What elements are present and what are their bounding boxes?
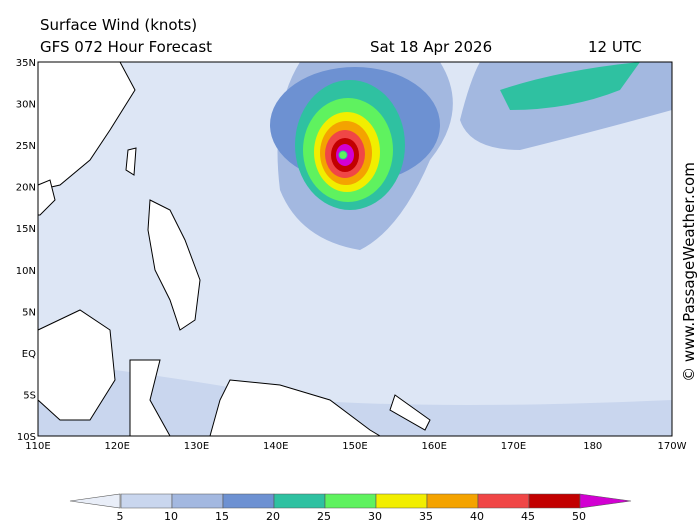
colorbar-swatch [579,493,632,509]
colorbar-label: 20 [266,510,280,523]
lat-label: EQ [22,349,36,360]
lon-label: 110E [25,441,50,452]
colorbar-label: 25 [317,510,331,523]
lon-label: 130E [184,441,209,452]
storm-eye [338,150,348,160]
lat-label: 30N [16,100,36,111]
lat-label: 20N [16,183,36,194]
colorbar-swatch [528,493,581,509]
lat-label: 15N [16,224,36,235]
colorbar-swatch [426,493,479,509]
lon-label: 180 [583,441,602,452]
wind-field [38,360,672,436]
wind-field [500,62,640,110]
map-title: Surface Wind (knots) [40,16,197,34]
colorbar-label: 45 [521,510,535,523]
forecast-time: 12 UTC [588,38,642,56]
colorbar-swatch [120,493,173,509]
lat-label: 5S [23,390,36,401]
lon-label: 120E [105,441,130,452]
lat-label: 25N [16,141,36,152]
colorbar-swatch [324,493,377,509]
map-area [37,61,673,437]
colorbar-label: 30 [368,510,382,523]
colorbar-label: 15 [215,510,229,523]
model-run: GFS 072 Hour Forecast [40,38,212,56]
lon-label: 140E [263,441,288,452]
forecast-date: Sat 18 Apr 2026 [370,38,492,56]
colorbar-swatch [375,493,428,509]
colorbar-swatch [171,493,224,509]
colorbar-swatch [69,493,121,509]
land [37,61,431,437]
lon-label: 150E [342,441,367,452]
colorbar-label: 5 [117,510,124,523]
colorbar-label: 35 [419,510,433,523]
lon-label: 170E [501,441,526,452]
colorbar-label: 10 [164,510,178,523]
map-frame [37,61,673,437]
credit: © www.PassageWeather.com [680,162,698,382]
lat-label: 10S [17,432,36,443]
lon-label: 160E [422,441,447,452]
colorbar-swatch [477,493,530,509]
colorbar-label: 50 [572,510,586,523]
colorbar-label: 40 [470,510,484,523]
lat-label: 35N [16,58,36,69]
lon-label: 170W [658,441,687,452]
colorbar-swatch [222,493,275,509]
lat-label: 10N [16,266,36,277]
colorbar-swatch [273,493,326,509]
lat-label: 5N [22,307,36,318]
